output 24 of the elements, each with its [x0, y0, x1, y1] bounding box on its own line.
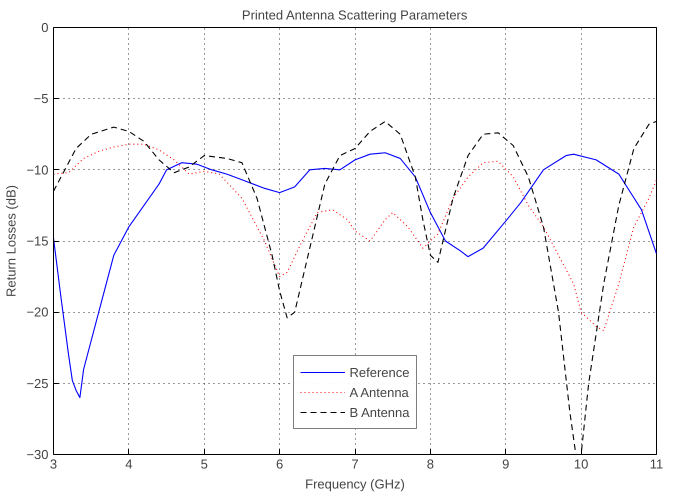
x-tick-label: 5: [200, 456, 208, 472]
x-tick-label: 3: [50, 456, 58, 472]
legend-label: Reference: [350, 364, 410, 380]
y-tick-label: −30: [26, 447, 49, 462]
y-tick-label: 0: [41, 20, 49, 35]
y-tick-label: −5: [34, 91, 49, 106]
line-series: [54, 144, 656, 332]
y-tick-label: −15: [26, 234, 49, 248]
legend-label: B Antenna: [350, 404, 410, 420]
x-tick-label: 8: [426, 456, 434, 472]
y-tick-label: −20: [26, 304, 49, 320]
x-tick-label: 6: [276, 456, 284, 472]
chart-title: Printed Antenna Scattering Parameters: [242, 8, 468, 22]
line-series: [54, 152, 656, 398]
x-tick-label: 9: [502, 456, 510, 472]
y-tick-label: −25: [26, 376, 49, 391]
x-tick-label: 7: [351, 456, 359, 472]
legend-label: A Antenna: [350, 384, 409, 400]
x-tick-label: 10: [574, 456, 588, 472]
x-tick-label: 11: [650, 456, 664, 472]
x-axis-title: Frequency (GHz): [305, 476, 405, 492]
y-tick-label: −10: [26, 162, 49, 178]
x-tick-label: 4: [125, 456, 132, 472]
y-axis-title: Return Losses (dB): [3, 184, 18, 297]
